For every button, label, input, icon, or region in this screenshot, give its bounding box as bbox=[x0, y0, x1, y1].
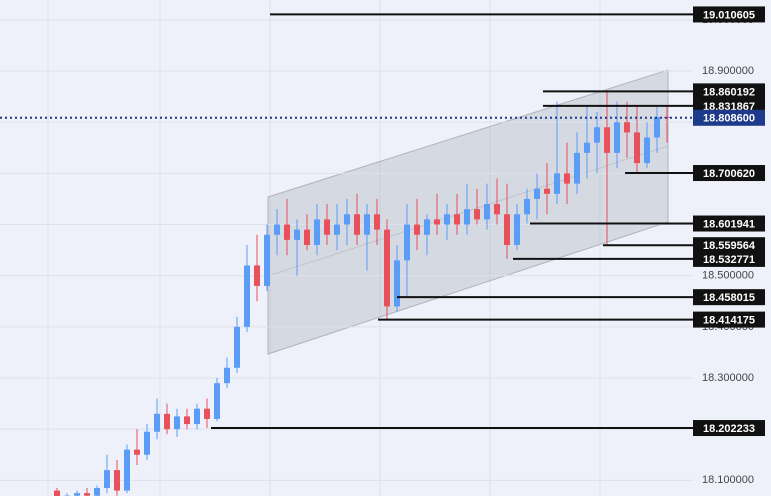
price-tag-label: 18.458015 bbox=[703, 292, 755, 304]
price-tag-label: 18.860192 bbox=[703, 86, 755, 98]
candle-body bbox=[634, 132, 640, 164]
candle-body bbox=[454, 214, 460, 225]
candle-body bbox=[534, 188, 540, 199]
candle-body bbox=[624, 122, 630, 133]
candle-body bbox=[584, 142, 590, 153]
candle-body bbox=[434, 219, 440, 225]
candle-body bbox=[314, 219, 320, 245]
candle-body bbox=[604, 127, 610, 153]
candle-body bbox=[214, 383, 220, 419]
candle-body bbox=[364, 214, 370, 235]
candle-body bbox=[204, 408, 210, 419]
price-tag-label: 18.414175 bbox=[703, 314, 755, 326]
candle-body bbox=[574, 152, 580, 184]
candle-body bbox=[594, 127, 600, 143]
candle-body bbox=[174, 416, 180, 430]
candle-body bbox=[544, 188, 550, 194]
candle-body bbox=[524, 198, 530, 215]
candle-body bbox=[164, 413, 170, 430]
candle-body bbox=[114, 470, 120, 491]
candle-body bbox=[84, 493, 90, 496]
candle-body bbox=[74, 493, 80, 496]
candle-body bbox=[234, 326, 240, 368]
candle-body bbox=[554, 173, 560, 194]
price-tag-label: 18.202233 bbox=[703, 423, 755, 435]
price-tag-label: 18.559564 bbox=[703, 240, 756, 252]
candle-body bbox=[324, 219, 330, 235]
candle-body bbox=[254, 265, 260, 286]
candle-body bbox=[464, 209, 470, 225]
candle-body bbox=[244, 265, 250, 327]
price-tag-label: 18.601941 bbox=[703, 218, 755, 230]
levels: 19.01060518.86019218.83186718.70062018.6… bbox=[0, 6, 765, 437]
price-tag bbox=[693, 83, 765, 100]
candle-body bbox=[404, 224, 410, 261]
candle-body bbox=[514, 214, 520, 245]
candle-body bbox=[644, 137, 650, 164]
candle-body bbox=[284, 224, 290, 240]
candle-body bbox=[484, 204, 490, 220]
price-tag bbox=[693, 250, 765, 267]
price-tag-label: 19.010605 bbox=[703, 9, 755, 21]
y-tick-label: 18.100000 bbox=[702, 474, 754, 486]
candle-body bbox=[54, 490, 60, 496]
candle-body bbox=[334, 224, 340, 235]
candle-body bbox=[104, 470, 110, 489]
price-tag bbox=[693, 165, 765, 182]
candle-body bbox=[274, 224, 280, 235]
candle-body bbox=[124, 449, 130, 491]
y-tick-label: 18.300000 bbox=[702, 372, 754, 384]
price-tag bbox=[693, 311, 765, 328]
candle-body bbox=[424, 219, 430, 235]
candle-body bbox=[304, 229, 310, 245]
candle-body bbox=[374, 214, 380, 230]
candle-body bbox=[184, 416, 190, 425]
price-tag bbox=[693, 420, 765, 437]
price-tag bbox=[693, 289, 765, 306]
y-tick-label: 18.900000 bbox=[702, 65, 754, 77]
price-tag bbox=[693, 237, 765, 254]
candle-body bbox=[614, 122, 620, 153]
candles bbox=[54, 91, 670, 496]
candle-body bbox=[394, 260, 400, 307]
candle-body bbox=[444, 214, 450, 225]
price-tag-label: 18.532771 bbox=[703, 254, 755, 266]
candle-body bbox=[154, 413, 160, 432]
y-tick-label: 18.500000 bbox=[702, 270, 754, 282]
price-tag-label: 18.700620 bbox=[703, 168, 755, 180]
candle-body bbox=[494, 204, 500, 215]
candle-body bbox=[354, 214, 360, 235]
candle-body bbox=[94, 488, 100, 496]
candle-body bbox=[144, 431, 150, 455]
candle-body bbox=[294, 229, 300, 240]
current-price-label: 18.808600 bbox=[703, 113, 755, 125]
candle-body bbox=[414, 224, 420, 235]
candle-body bbox=[384, 229, 390, 307]
price-tag bbox=[693, 6, 765, 23]
candle-body bbox=[564, 173, 570, 184]
candle-body bbox=[264, 234, 270, 286]
candle-body bbox=[654, 117, 660, 138]
candle-body bbox=[134, 449, 140, 455]
candle-body bbox=[504, 214, 510, 245]
candle-body bbox=[344, 214, 350, 225]
candle-body bbox=[194, 408, 200, 425]
candle-body bbox=[474, 209, 480, 220]
candle-body bbox=[224, 367, 230, 384]
price-tag bbox=[693, 215, 765, 232]
current-price-tag bbox=[693, 109, 765, 126]
